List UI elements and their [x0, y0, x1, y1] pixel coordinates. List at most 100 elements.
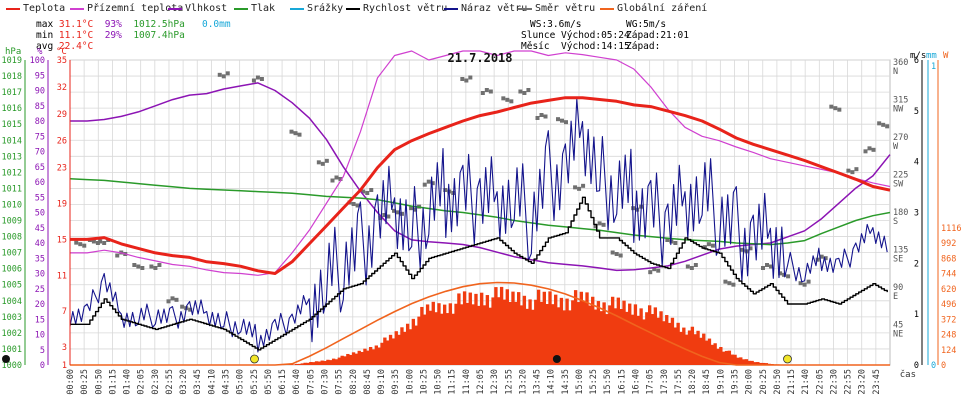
wind-direction-point	[867, 146, 872, 151]
solar-bar	[394, 331, 398, 365]
solar-bar	[517, 292, 521, 365]
temperature-tick-label: 19	[57, 200, 67, 210]
solar-bar	[579, 291, 583, 365]
solar-bar	[323, 361, 327, 365]
wind-direction-point	[854, 167, 859, 172]
solar-bar	[727, 350, 732, 365]
solar-bar	[462, 291, 467, 365]
wind-direction-point	[82, 243, 87, 248]
solar-bar	[551, 304, 555, 365]
pressure-tick-label: 1009	[2, 217, 22, 227]
wind-direction-point	[689, 266, 694, 270]
astro-sun: Slunce Východ:05:24	[521, 30, 630, 41]
wind-direction-point	[330, 178, 335, 183]
wind-direction-point	[174, 297, 179, 302]
pressure-tick-label: 1007	[2, 249, 22, 259]
x-tick-label: 14:35	[561, 369, 571, 395]
wind-direction-point	[522, 91, 527, 95]
wind-direction-point	[881, 122, 886, 127]
legend-swatch	[444, 7, 458, 10]
solar-bar	[730, 354, 734, 365]
solar-bar	[357, 350, 361, 365]
solar-bar	[451, 313, 455, 365]
x-tick-label: 02:05	[137, 369, 147, 395]
wind-direction-point	[430, 181, 435, 186]
x-tick-label: 18:20	[688, 369, 698, 395]
solar-bar	[736, 357, 740, 365]
wind-direction-point	[484, 88, 489, 92]
solar-bar	[303, 362, 307, 365]
x-tick-label: 12:30	[490, 369, 500, 395]
x-tick-label: 22:30	[829, 369, 839, 395]
humidity-tick-label: 80	[35, 117, 45, 127]
solar-bar	[445, 313, 450, 365]
solar-bar	[337, 357, 341, 365]
stats-min-row: min 11.1°C 29% 1007.4hPa	[36, 30, 185, 41]
solar-bar	[320, 360, 324, 365]
x-tick-label: 04:10	[207, 369, 217, 395]
wind-direction-point	[400, 211, 404, 216]
solar-bar	[605, 314, 609, 365]
legend-swatch	[234, 7, 248, 10]
solar-bar	[306, 362, 310, 365]
humidity-tick-label: 95	[35, 71, 45, 81]
solar-bar	[331, 358, 336, 365]
wind-direction-point	[564, 120, 568, 125]
wind-direction-point	[166, 299, 171, 304]
wind-direction-point	[221, 74, 226, 79]
wind-direction-point	[505, 97, 510, 102]
solar-bar	[420, 306, 424, 365]
legend-label: Přízemní teplota	[87, 3, 184, 14]
solar-bar	[428, 310, 433, 365]
solar-bar	[403, 331, 407, 365]
x-tick-label: 05:00	[236, 369, 246, 395]
solar-bar	[719, 346, 723, 365]
humidity-tick-label: 45	[35, 224, 45, 234]
wind-direction-point	[837, 107, 842, 112]
solar-bar	[707, 338, 712, 365]
solar-bar	[380, 342, 384, 365]
solar-theoretical-line	[70, 281, 890, 366]
direction-tick-degree: 90	[893, 283, 903, 293]
solar-bar	[599, 311, 603, 365]
solar-bar	[713, 343, 717, 365]
solar-bar	[656, 317, 660, 365]
wind-direction-point	[460, 77, 465, 81]
wind-direction-point	[710, 243, 715, 248]
wind-direction-point	[501, 96, 506, 101]
solar-bar	[591, 296, 595, 365]
humidity-tick-label: 90	[35, 87, 45, 97]
solar-bar	[471, 304, 475, 365]
wind-direction-point	[535, 116, 540, 120]
wind-direction-point	[396, 210, 400, 215]
x-tick-label: 17:05	[646, 369, 656, 395]
solar-bar	[619, 309, 623, 365]
wind-direction-point	[409, 206, 414, 211]
solar-bar	[642, 319, 646, 365]
x-tick-label: 06:15	[278, 369, 288, 395]
pressure-tick-label: 1013	[2, 152, 22, 162]
solar-bar	[747, 360, 751, 365]
solar-bar	[388, 334, 393, 365]
solar-bar	[482, 305, 487, 365]
wind-direction-point	[543, 114, 548, 119]
solar-bar	[531, 309, 535, 365]
legend-label: Globální záření	[617, 3, 708, 14]
solar-bar	[722, 351, 726, 365]
x-tick-label: 04:35	[222, 369, 232, 395]
x-tick-label: 05:25	[250, 369, 260, 395]
stats-min-label: min	[36, 30, 54, 41]
solar-bar	[571, 300, 575, 365]
wind-direction-point	[877, 121, 882, 126]
wind-direction-point	[769, 264, 773, 269]
pressure-tick-label: 1011	[2, 184, 22, 194]
x-tick-label: 00:00	[66, 369, 76, 395]
wind-direction-point	[361, 189, 366, 194]
wind-tick-label: 1	[914, 310, 919, 320]
pressure-tick-label: 1008	[2, 233, 22, 243]
legend-item: Směr větru	[518, 3, 595, 15]
wind-direction-point	[259, 77, 264, 81]
solar-bar	[294, 363, 299, 365]
x-tick-label: 07:30	[320, 369, 330, 395]
solar-tick-label: 620	[941, 285, 956, 295]
